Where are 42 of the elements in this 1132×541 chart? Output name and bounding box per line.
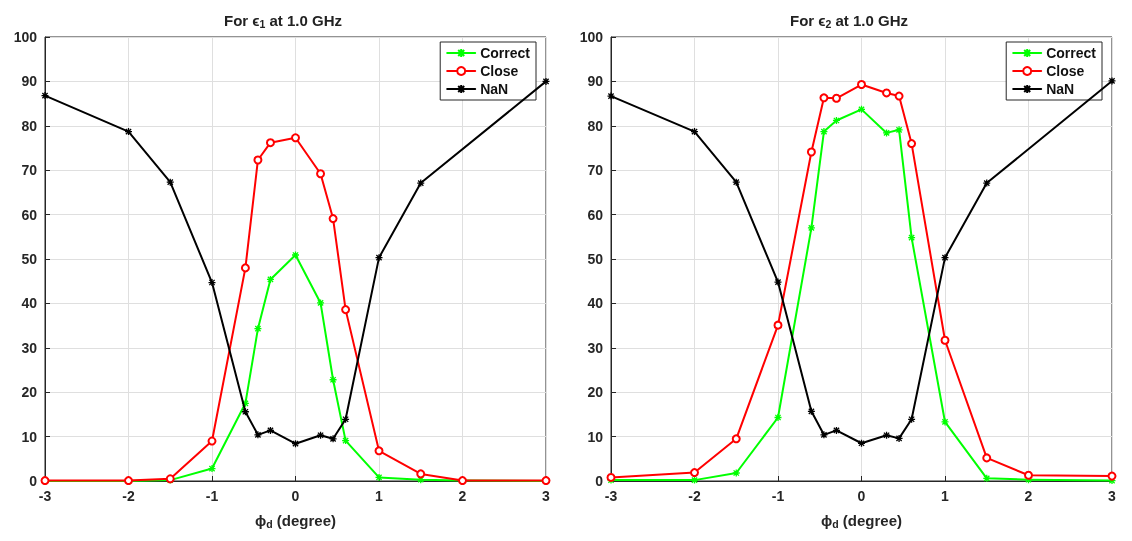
y-tick-label: 90 (21, 73, 38, 90)
y-tick-label: 70 (587, 162, 604, 179)
x-tick-label: -2 (122, 488, 135, 504)
legend-label: Close (480, 63, 519, 79)
x-tick-label: -3 (38, 488, 52, 504)
y-tick-label: 70 (21, 162, 38, 179)
y-tick-label: 20 (587, 384, 604, 401)
x-tick-label: -1 (205, 488, 219, 504)
legend-label: NaN (1046, 81, 1075, 97)
y-tick-label: 80 (587, 117, 604, 134)
y-tick-label: 0 (595, 473, 604, 489)
legend-label: Close (1046, 63, 1085, 79)
y-tick-label: 40 (21, 295, 38, 312)
legend-label: NaN (480, 81, 509, 97)
x-tick-label: -1 (771, 488, 785, 504)
x-tick-label: 1 (941, 488, 950, 504)
y-tick-label: 60 (21, 206, 38, 223)
x-tick-label: 2 (458, 488, 467, 504)
x-tick-label: 2 (1024, 488, 1033, 504)
y-tick-label: 50 (21, 251, 38, 267)
x-tick-label: 3 (1108, 488, 1117, 504)
y-tick-label: 0 (29, 473, 38, 489)
y-tick-label: 60 (587, 206, 604, 223)
y-tick-label: 10 (587, 428, 604, 445)
y-tick-label: 30 (21, 339, 38, 356)
y-tick-label: 30 (587, 339, 604, 356)
y-tick-label: 100 (13, 29, 38, 45)
y-tick-label: 80 (21, 117, 38, 134)
y-tick-label: 50 (587, 251, 604, 267)
x-tick-label: 0 (857, 488, 866, 504)
legend-label: Correct (480, 45, 531, 61)
x-tick-label: -3 (604, 488, 618, 504)
legend-label: Correct (1046, 45, 1097, 61)
x-tick-label: -2 (688, 488, 701, 504)
y-tick-label: 100 (579, 29, 604, 45)
y-tick-label: 90 (587, 73, 604, 90)
y-tick-label: 10 (21, 428, 38, 445)
x-tick-label: 3 (542, 488, 551, 504)
x-tick-label: 0 (291, 488, 300, 504)
y-tick-label: 20 (21, 384, 38, 401)
y-tick-label: 40 (587, 295, 604, 312)
x-tick-label: 1 (375, 488, 384, 504)
